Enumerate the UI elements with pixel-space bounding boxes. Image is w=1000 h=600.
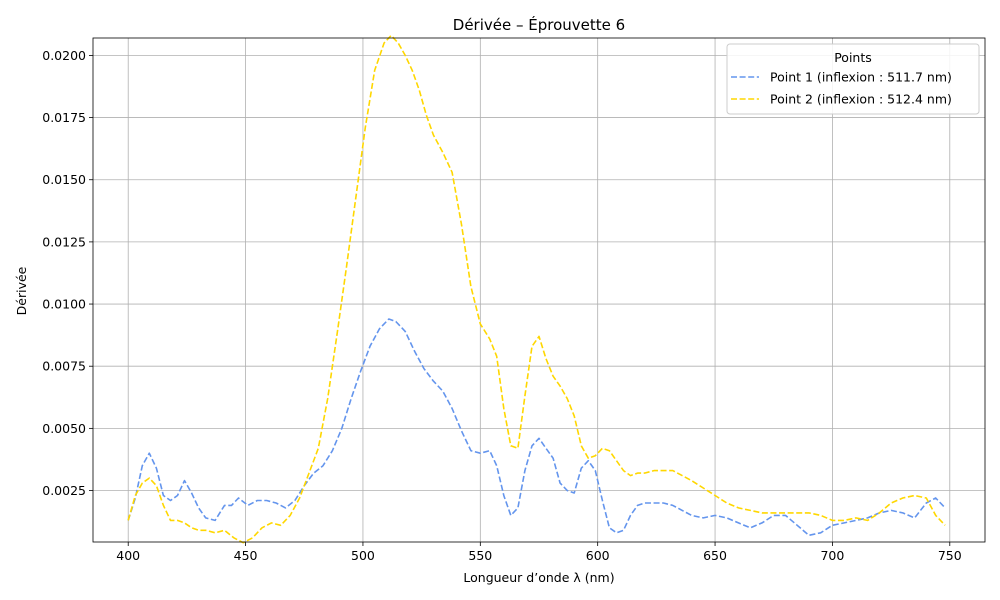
legend-title: Points <box>834 50 872 65</box>
y-tick-label: 0.0200 <box>42 48 86 63</box>
legend: Points Point 1 (inflexion : 511.7 nm) Poi… <box>726 43 980 115</box>
axes <box>92 37 986 543</box>
y-tick-label: 0.0075 <box>42 359 86 374</box>
series-line-1 <box>127 318 946 537</box>
x-axis-ticks: 400 450 500 550 600 650 700 750 <box>116 542 962 563</box>
x-tick-label: 700 <box>820 548 844 563</box>
y-tick-label: 0.0125 <box>42 234 86 249</box>
x-tick-label: 600 <box>586 548 610 563</box>
x-tick-label: 650 <box>703 548 727 563</box>
y-axis-ticks: 0.0025 0.0050 0.0075 0.0100 0.0125 0.0150 0.01… <box>42 48 93 498</box>
legend-label-1: Point 1 (inflexion : 511.7 nm) <box>770 70 952 85</box>
y-axis-label: Dérivée <box>14 266 29 315</box>
legend-box <box>726 43 980 115</box>
x-tick-label: 500 <box>351 548 375 563</box>
series-line-2 <box>127 34 946 544</box>
x-axis-label: Longueur d’onde λ (nm) <box>463 570 614 585</box>
y-tick-label: 0.0025 <box>42 483 86 498</box>
y-tick-label: 0.0175 <box>42 110 86 125</box>
grid <box>93 38 985 542</box>
series-lines <box>127 34 946 544</box>
y-tick-label: 0.0150 <box>42 172 86 187</box>
x-tick-label: 750 <box>938 548 962 563</box>
x-tick-label: 450 <box>234 548 258 563</box>
x-tick-label: 550 <box>468 548 492 563</box>
y-tick-label: 0.0050 <box>42 421 86 436</box>
chart-title: Dérivée – Éprouvette 6 <box>453 15 625 34</box>
plot-frame <box>92 37 986 543</box>
y-tick-label: 0.0100 <box>42 297 86 312</box>
legend-label-2: Point 2 (inflexion : 512.4 nm) <box>770 92 952 107</box>
x-tick-label: 400 <box>116 548 140 563</box>
